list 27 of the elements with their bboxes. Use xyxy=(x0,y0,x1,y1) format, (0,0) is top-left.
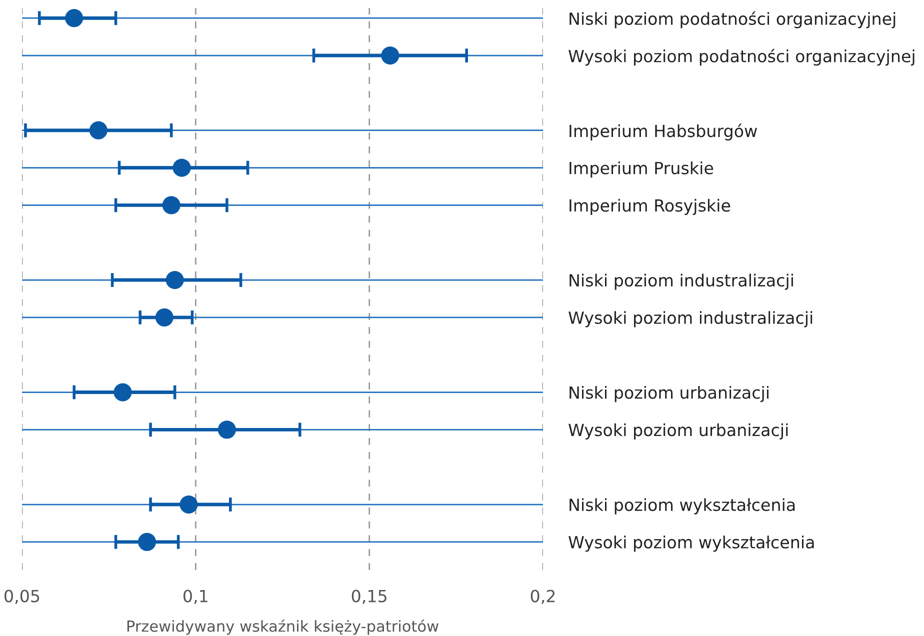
y-tick-label: Wysoki poziom wykształcenia xyxy=(568,536,814,552)
y-tick-label: Niski poziom urbanizacji xyxy=(570,386,768,402)
y-tick-label: Wysoki poziom urbanizacji xyxy=(568,423,788,440)
x-tick-label: 0,15 xyxy=(352,590,386,604)
y-tick-label: Niski poziom industralizacji xyxy=(570,274,793,290)
point xyxy=(166,270,184,290)
y-tick-label: Niski poziom wykształcenia xyxy=(570,498,795,514)
point xyxy=(89,121,108,140)
y-tick-label: Imperium Rosyjskie xyxy=(570,198,730,215)
y-tick-label: Wysoki poziom podatności organizacyjnej xyxy=(568,48,914,66)
point xyxy=(172,158,191,177)
x-axis-title: Przewidywany wskaźnik księży-patriotów xyxy=(127,619,438,635)
y-tick-label: Wysoki poziom industralizacji xyxy=(568,311,812,328)
x-tick-label: 0,2 xyxy=(530,590,555,604)
point xyxy=(114,383,132,402)
point xyxy=(155,308,174,326)
point xyxy=(65,9,84,28)
x-tick-label: 0,1 xyxy=(184,590,208,604)
point xyxy=(381,46,400,65)
y-tick-label: Niski poziom podatności organizacyjnej xyxy=(570,11,896,28)
y-tick-label: Imperium Pruskie xyxy=(570,161,714,178)
x-tick-label: 0,05 xyxy=(4,590,40,604)
point xyxy=(162,196,180,214)
point xyxy=(180,495,198,514)
point xyxy=(138,532,156,551)
point xyxy=(218,420,236,439)
y-tick-label: Imperium Habsburgów xyxy=(570,124,757,140)
